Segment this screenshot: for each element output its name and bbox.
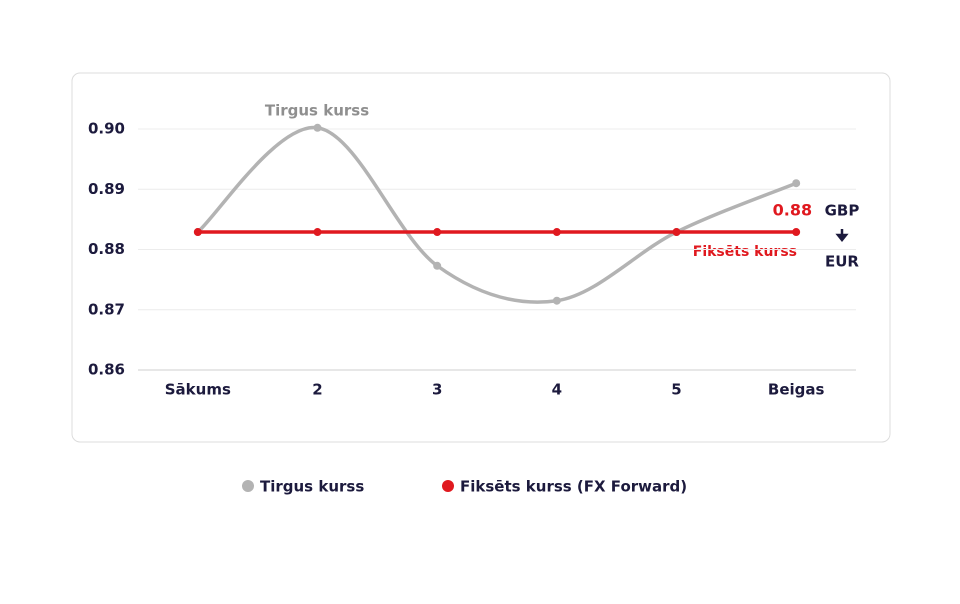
annotation: Fiksēts kurss bbox=[693, 244, 797, 260]
annotation: Tirgus kurss bbox=[265, 102, 369, 120]
annotation: GBP bbox=[825, 202, 860, 220]
data-point bbox=[313, 228, 322, 237]
x-tick-label: 5 bbox=[671, 381, 681, 399]
x-tick-label: Beigas bbox=[768, 381, 825, 399]
legend-label: Fiksēts kurss (FX Forward) bbox=[460, 478, 687, 496]
y-tick-label: 0.87 bbox=[88, 300, 125, 318]
chart-card bbox=[71, 72, 891, 443]
x-tick-label: 2 bbox=[312, 381, 322, 399]
data-point bbox=[792, 228, 801, 237]
data-point bbox=[672, 228, 681, 237]
legend-label: Tirgus kurss bbox=[260, 478, 364, 496]
data-point bbox=[792, 179, 801, 188]
y-tick-label: 0.90 bbox=[88, 120, 125, 138]
y-tick-label: 0.88 bbox=[88, 240, 125, 258]
x-tick-label: 3 bbox=[432, 381, 442, 399]
x-tick-label: 4 bbox=[552, 381, 562, 399]
data-point bbox=[433, 261, 442, 270]
annotation: EUR bbox=[825, 253, 859, 271]
data-label: 0.88 bbox=[773, 201, 812, 220]
arrow bbox=[835, 229, 849, 243]
series-line bbox=[196, 126, 797, 304]
data-point bbox=[193, 228, 202, 237]
data-point bbox=[552, 228, 561, 237]
x-tick-label: Sākums bbox=[165, 381, 231, 399]
y-tick-label: 0.86 bbox=[88, 361, 125, 379]
data-point bbox=[552, 296, 561, 305]
data-point bbox=[313, 123, 322, 132]
data-point bbox=[433, 228, 442, 237]
legend-marker bbox=[242, 480, 254, 492]
y-tick-label: 0.89 bbox=[88, 180, 125, 198]
legend-marker bbox=[442, 480, 454, 492]
